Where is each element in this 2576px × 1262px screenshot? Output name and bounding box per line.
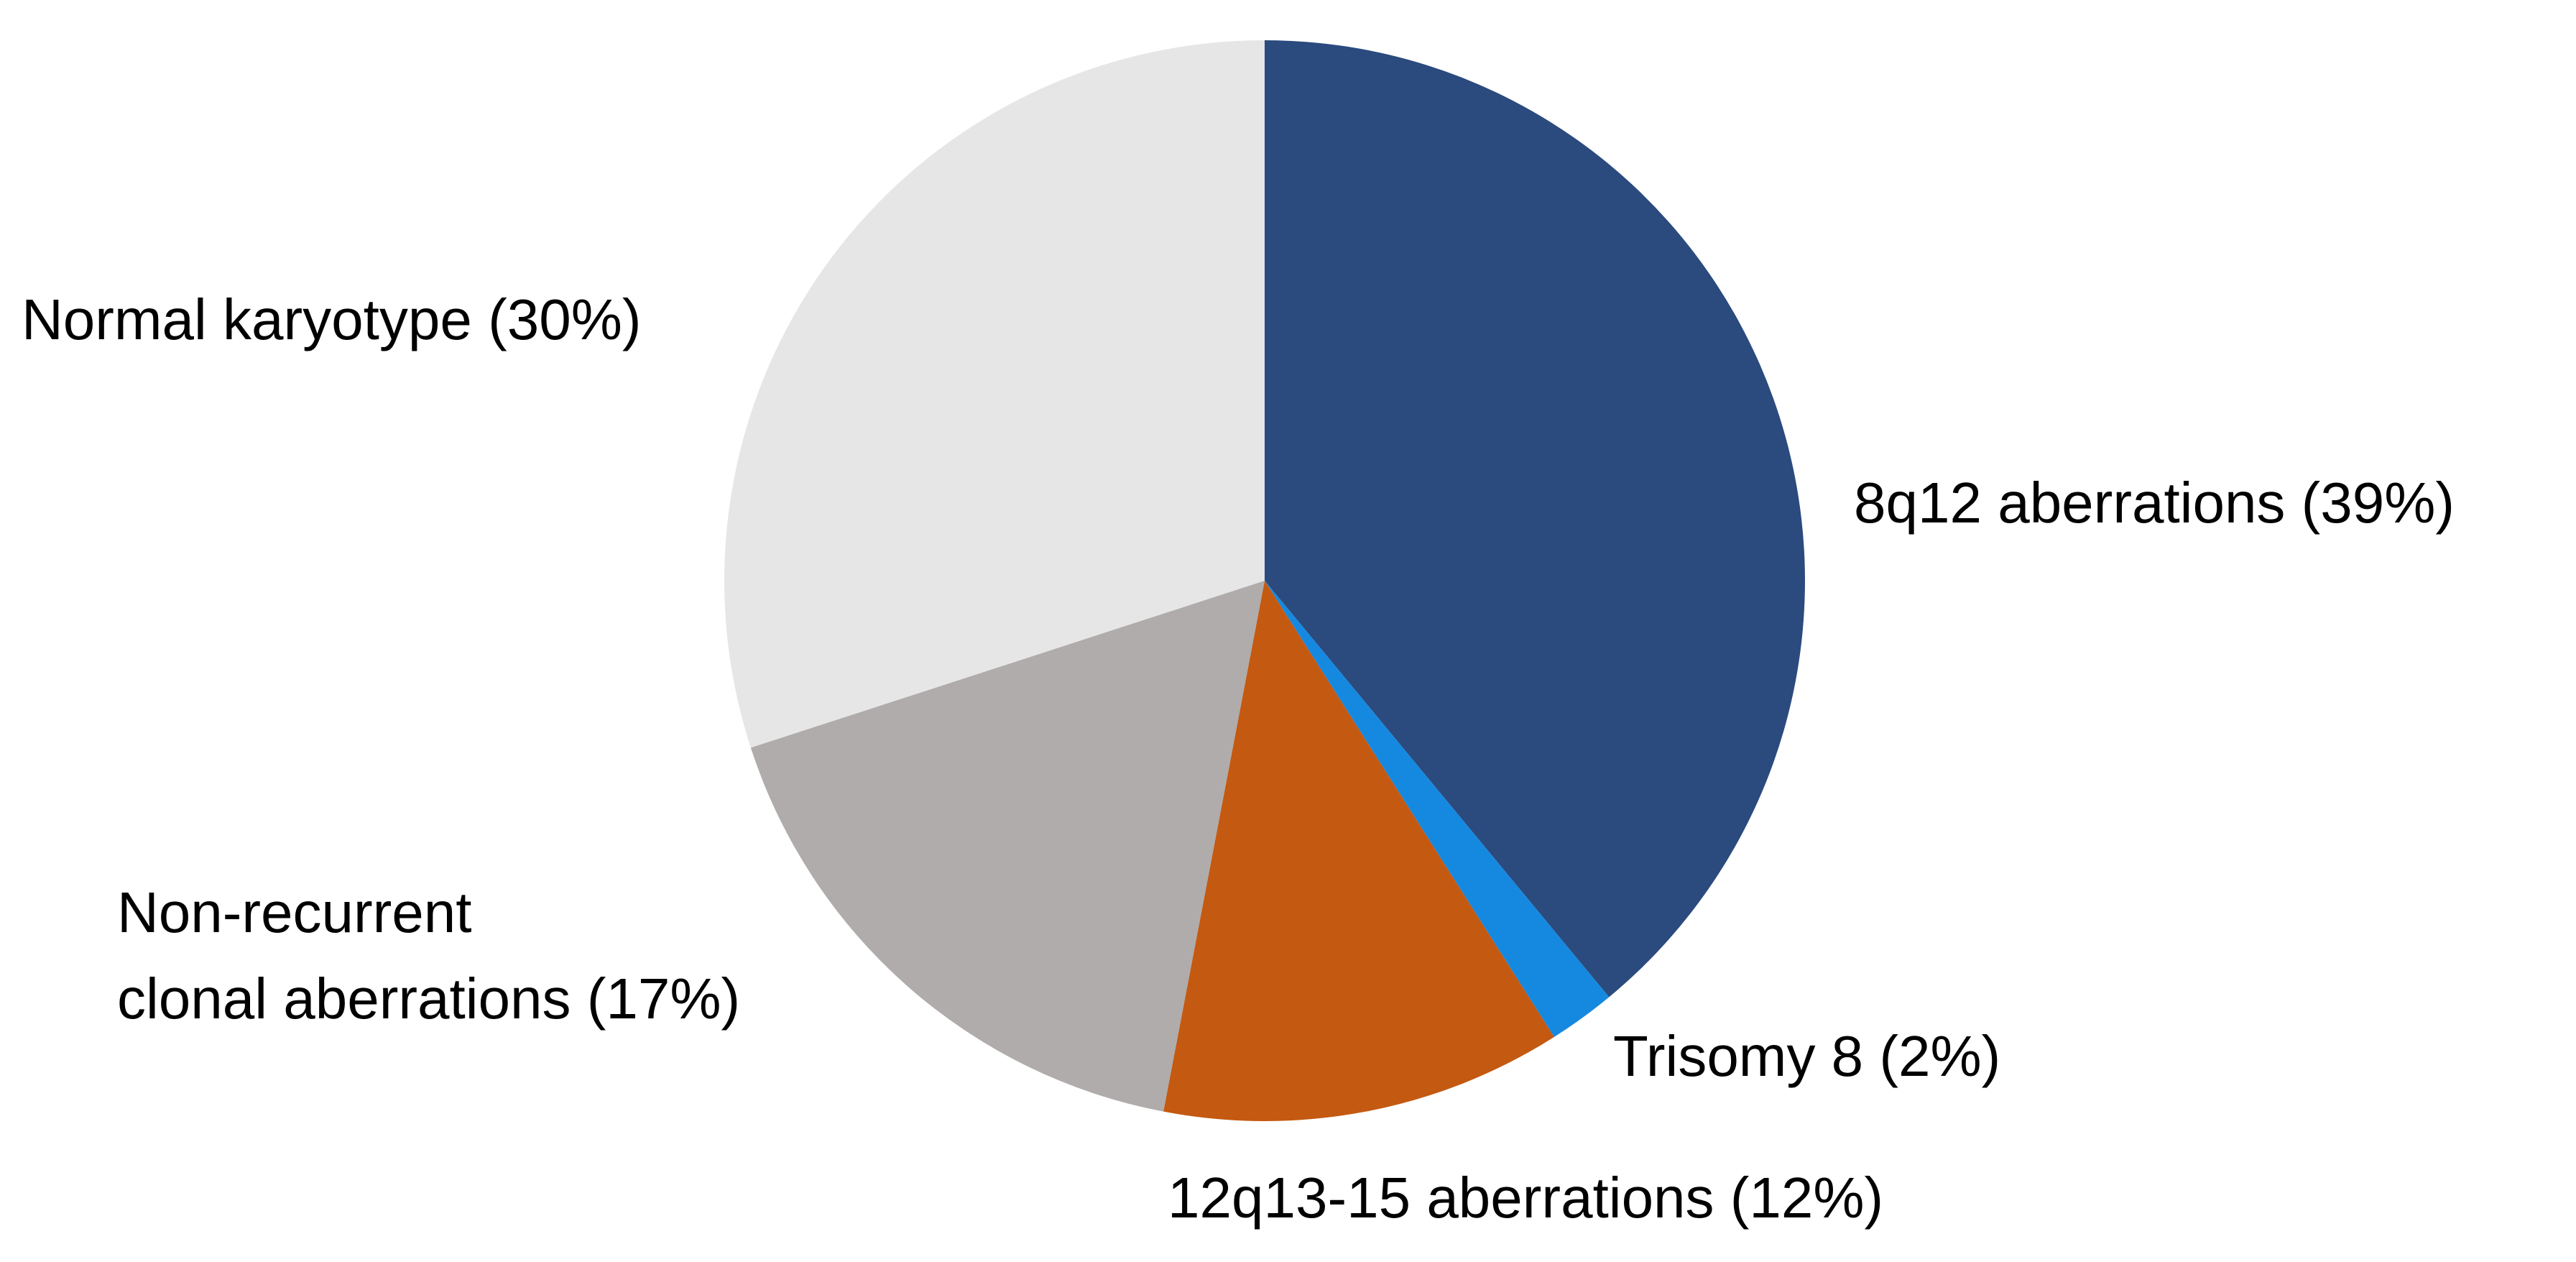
pie-slice-8q12 <box>1265 40 1806 998</box>
label-12q13-15-aberrations: 12q13-15 aberrations (12%) <box>1168 1155 1883 1241</box>
pie-slices <box>724 40 1806 1121</box>
label-12q13-15-text: 12q13-15 aberrations (12%) <box>1168 1166 1884 1230</box>
label-non-recurrent-line-2: clonal aberrations (17%) <box>117 967 741 1031</box>
label-trisomy-8: Trisomy 8 (2%) <box>1613 1013 2000 1100</box>
pie-slice-trisomy8 <box>1265 581 1610 1037</box>
label-8q12-aberrations: 8q12 aberrations (39%) <box>1854 460 2455 546</box>
pie-slice-nonrecurrent <box>750 581 1265 1112</box>
label-non-recurrent-clonal-aberrations: Non-recurrent clonal aberrations (17%) <box>117 870 740 1042</box>
pie-slice-12q13 <box>1163 581 1554 1121</box>
label-normal-karyotype-text: Normal karyotype (30%) <box>22 287 642 351</box>
label-non-recurrent-line-1: Non-recurrent <box>117 880 472 944</box>
pie-slice-normal <box>724 40 1265 748</box>
label-8q12-text: 8q12 aberrations (39%) <box>1854 471 2455 535</box>
label-trisomy-8-text: Trisomy 8 (2%) <box>1613 1024 2001 1088</box>
label-normal-karyotype: Normal karyotype (30%) <box>22 277 642 363</box>
